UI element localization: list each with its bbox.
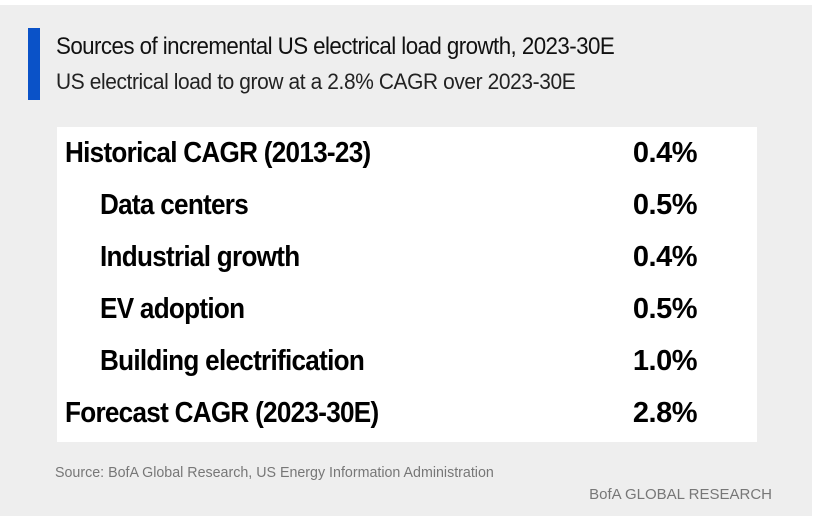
row-value: 0.5%	[632, 189, 698, 221]
row-label: EV adoption	[100, 293, 245, 325]
row-value: 2.8%	[632, 397, 698, 429]
figure-title: Sources of incremental US electrical loa…	[56, 33, 615, 60]
table-row-building: Building electrification 1.0%	[57, 337, 757, 389]
table-row-industrial: Industrial growth 0.4%	[57, 233, 757, 285]
table-row-historical: Historical CAGR (2013-23) 0.4%	[57, 129, 757, 181]
brand-label: BofA GLOBAL RESEARCH	[589, 486, 772, 503]
row-label: Industrial growth	[100, 241, 300, 273]
table-row-forecast: Forecast CAGR (2023-30E) 2.8%	[57, 389, 757, 441]
source-note: Source: BofA Global Research, US Energy …	[55, 464, 494, 481]
cagr-table: Historical CAGR (2013-23) 0.4% Data cent…	[57, 127, 757, 442]
row-label: Historical CAGR (2013-23)	[65, 137, 371, 169]
row-value: 0.4%	[632, 241, 698, 273]
figure-panel: Sources of incremental US electrical loa…	[0, 5, 812, 516]
table-row-data-centers: Data centers 0.5%	[57, 181, 757, 233]
table-row-ev: EV adoption 0.5%	[57, 285, 757, 337]
row-value: 1.0%	[632, 345, 698, 377]
row-value: 0.4%	[632, 137, 698, 169]
figure-subtitle: US electrical load to grow at a 2.8% CAG…	[56, 69, 576, 94]
title-accent-bar	[28, 28, 40, 100]
row-label: Data centers	[100, 189, 249, 221]
row-value: 0.5%	[632, 293, 698, 325]
row-label: Forecast CAGR (2023-30E)	[65, 397, 379, 429]
row-label: Building electrification	[100, 345, 365, 377]
